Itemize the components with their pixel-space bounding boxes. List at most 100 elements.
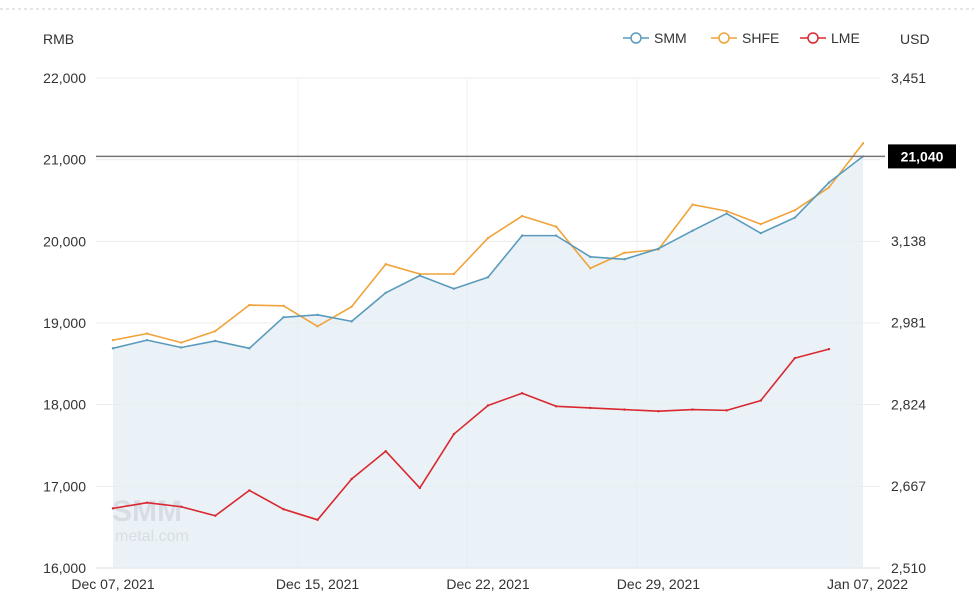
data-point-shfe <box>384 263 387 266</box>
data-point-shfe <box>350 305 353 308</box>
data-point-lme <box>759 399 762 402</box>
legend-marker-shfe <box>718 32 730 44</box>
data-point-lme <box>452 432 456 436</box>
data-point-lme <box>486 404 490 407</box>
data-point-shfe <box>316 325 319 328</box>
y-axis-left-unit: RMB <box>43 31 74 47</box>
data-point-shfe <box>248 303 251 307</box>
legend-marker-smm <box>630 32 642 44</box>
smm-area-fill <box>113 156 863 568</box>
data-point-lme <box>827 347 831 351</box>
data-point-shfe <box>861 142 865 145</box>
data-point-shfe <box>111 338 115 342</box>
data-point-smm <box>520 234 524 237</box>
data-point-shfe <box>725 209 728 213</box>
data-point-shfe <box>554 225 558 228</box>
data-point-smm <box>827 181 831 184</box>
data-point-lme <box>145 501 149 504</box>
data-point-shfe <box>452 272 456 276</box>
y-tick-right: 3,138 <box>891 233 926 249</box>
data-point-smm <box>282 316 285 319</box>
x-tick-label: Dec 29, 2021 <box>617 576 700 592</box>
data-point-smm <box>554 234 558 237</box>
data-point-smm <box>145 338 149 342</box>
legend: SMM SHFE LME <box>623 30 860 46</box>
data-point-shfe <box>282 304 285 308</box>
data-point-lme <box>520 392 524 395</box>
data-point-lme <box>623 408 626 411</box>
data-point-lme <box>691 408 694 411</box>
data-point-shfe <box>486 236 490 240</box>
x-axis: Dec 07, 2021 Dec 15, 2021 Dec 22, 2021 Dec … <box>71 576 908 592</box>
data-point-smm <box>486 276 490 279</box>
data-point-shfe <box>827 186 831 189</box>
data-point-smm <box>214 339 217 343</box>
legend-label-shfe: SHFE <box>742 30 779 46</box>
data-point-smm <box>418 274 422 277</box>
x-tick-label: Dec 07, 2021 <box>71 576 154 592</box>
data-point-shfe <box>793 209 797 212</box>
data-point-shfe <box>214 329 217 333</box>
reference-line-group: 21,040 <box>96 144 956 169</box>
y-tick-left: 18,000 <box>43 397 86 413</box>
reference-label-box <box>888 144 956 169</box>
data-point-shfe <box>759 222 762 226</box>
legend-item-lme[interactable]: LME <box>800 30 860 46</box>
data-point-lme <box>589 406 592 410</box>
legend-item-smm[interactable]: SMM <box>623 30 687 46</box>
legend-label-smm: SMM <box>654 30 687 46</box>
data-point-lme <box>725 409 728 412</box>
y-tick-right: 2,667 <box>891 478 926 494</box>
y-tick-left: 19,000 <box>43 315 86 331</box>
data-point-shfe <box>691 203 694 206</box>
data-point-lme <box>350 477 353 481</box>
reference-label: 21,040 <box>901 148 944 164</box>
y-axis-left: 16,000 17,000 18,000 19,000 20,000 21,000 22,0… <box>43 70 86 576</box>
y-tick-left: 16,000 <box>43 560 86 576</box>
data-point-shfe <box>145 332 149 335</box>
y-tick-left: 22,000 <box>43 70 86 86</box>
data-point-lme <box>384 450 387 453</box>
y-tick-left: 17,000 <box>43 478 86 494</box>
legend-marker-lme <box>807 32 819 44</box>
watermark-sub: metal.com <box>115 528 189 545</box>
data-point-smm <box>623 258 626 261</box>
data-point-smm <box>384 291 387 294</box>
x-tick-label: Jan 07, 2022 <box>827 576 908 592</box>
watermark: SMM metal.com <box>112 495 189 545</box>
y-tick-right: 2,824 <box>891 396 926 412</box>
legend-label-lme: LME <box>831 30 860 46</box>
data-point-smm <box>657 247 660 250</box>
data-point-lme <box>657 410 660 413</box>
smm-area <box>113 156 863 568</box>
series-lines <box>111 142 865 522</box>
data-point-lme <box>111 507 115 510</box>
data-point-smm <box>691 229 694 232</box>
data-point-lme <box>418 486 422 490</box>
data-point-smm <box>793 216 797 219</box>
data-point-smm <box>316 313 319 317</box>
data-point-smm <box>179 346 183 349</box>
y-axis-right: 2,510 2,667 2,824 2,981 3,138 3,451 <box>891 70 926 576</box>
data-point-smm <box>111 347 115 350</box>
data-point-lme <box>793 356 797 360</box>
watermark-brand: SMM <box>112 495 182 528</box>
y-tick-left: 20,000 <box>43 233 86 249</box>
legend-item-shfe[interactable]: SHFE <box>711 30 779 46</box>
data-point-lme <box>214 514 217 517</box>
data-point-lme <box>554 405 558 408</box>
x-tick-label: Dec 22, 2021 <box>446 576 529 592</box>
data-point-shfe <box>179 341 183 344</box>
data-point-lme <box>282 508 285 511</box>
data-point-shfe <box>623 251 626 254</box>
data-point-smm <box>725 212 728 215</box>
data-point-smm <box>589 255 592 259</box>
y-tick-right: 3,451 <box>891 70 926 86</box>
data-point-smm <box>452 287 456 290</box>
data-point-shfe <box>589 267 592 270</box>
y-tick-right: 2,981 <box>891 315 926 331</box>
y-tick-right: 2,510 <box>891 560 926 576</box>
data-point-smm <box>759 231 762 235</box>
